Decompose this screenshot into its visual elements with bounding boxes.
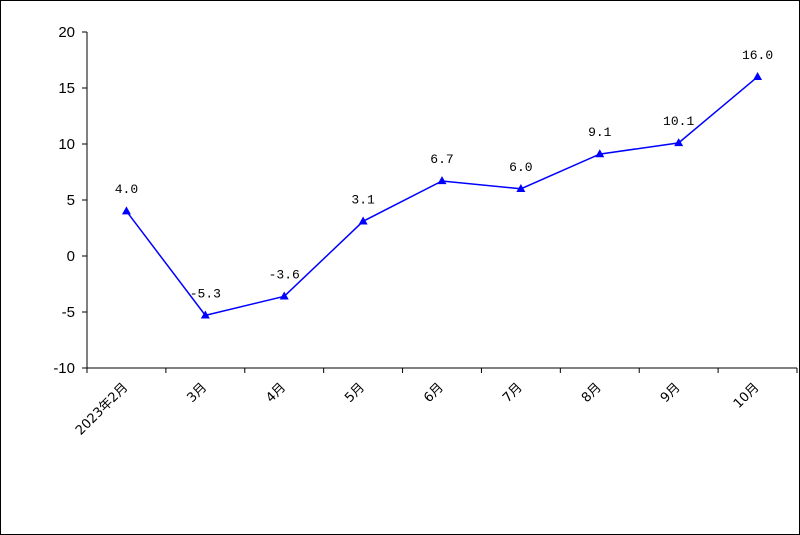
data-label: 6.0: [509, 160, 532, 175]
series-line: [125, 76, 759, 317]
data-label: -5.3: [190, 286, 221, 301]
data-point-marker: [121, 206, 131, 215]
data-label: 6.7: [430, 152, 453, 167]
x-tick-label: 7月: [500, 380, 526, 406]
y-tick-label: 5: [67, 192, 75, 209]
data-label: -3.6: [269, 267, 300, 282]
data-label: 3.1: [351, 192, 375, 207]
data-label: 9.1: [588, 125, 612, 140]
x-tick-label: 10月: [731, 380, 762, 411]
y-tick-label: -5: [62, 304, 75, 321]
data-label: 4.0: [115, 182, 138, 197]
data-point-marker: [516, 184, 526, 192]
x-tick-label: 4月: [263, 380, 289, 406]
y-tick-label: 15: [58, 80, 75, 97]
y-tick-label: 0: [67, 248, 75, 265]
y-tick-label: 10: [58, 136, 75, 153]
y-tick-label: 20: [58, 24, 75, 41]
data-point-marker: [753, 72, 763, 80]
data-point-marker: [358, 216, 368, 225]
data-label: 10.1: [663, 114, 694, 129]
x-tick-label: 5月: [342, 380, 368, 406]
data-point-marker: [200, 310, 210, 319]
data-point-marker: [437, 176, 447, 185]
data-label: 16.0: [742, 48, 773, 63]
x-tick-label: 3月: [185, 380, 211, 406]
x-tick-label: 2023年2月: [73, 380, 131, 438]
data-point-marker: [279, 291, 289, 300]
data-point-marker: [674, 138, 684, 147]
data-point-marker: [595, 149, 605, 158]
x-tick-label: 6月: [421, 380, 447, 406]
y-tick-label: -10: [53, 360, 75, 377]
x-tick-label: 8月: [579, 380, 605, 406]
x-tick-label: 9月: [658, 380, 684, 406]
